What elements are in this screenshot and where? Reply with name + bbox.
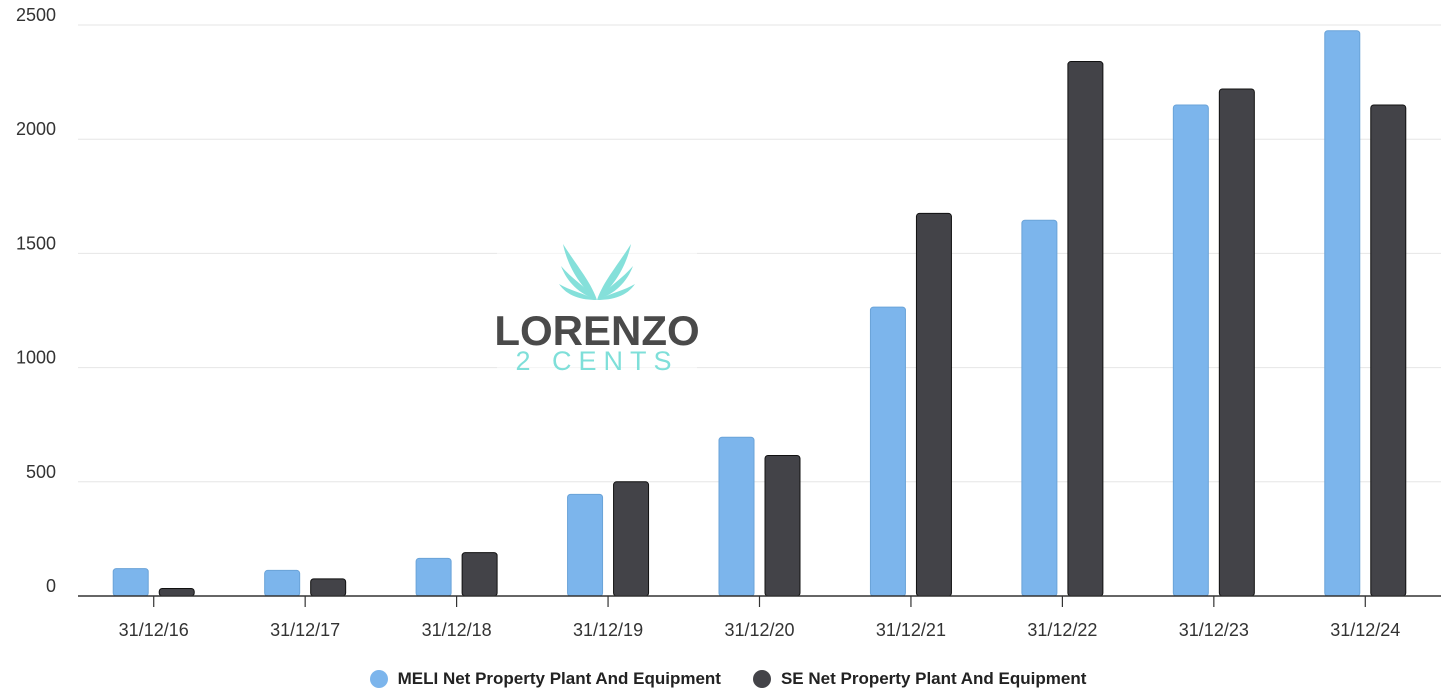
bar-meli-31-12-22[interactable] xyxy=(1021,219,1058,597)
bar-chart: 0 500 1000 1500 2000 2500 LORENZO 2 CENTS 31/… xyxy=(16,5,1441,640)
bar-meli-31-12-20[interactable] xyxy=(718,436,755,597)
legend-label-se: SE Net Property Plant And Equipment xyxy=(780,669,1087,688)
x-tick-label: 31/12/21 xyxy=(876,620,946,640)
x-tick-label: 31/12/19 xyxy=(573,620,643,640)
x-tick-label: 31/12/24 xyxy=(1330,620,1400,640)
bar-meli-31-12-17[interactable] xyxy=(264,569,301,597)
bar-meli-31-12-19[interactable] xyxy=(567,493,604,597)
y-tick-label: 2000 xyxy=(16,119,56,139)
x-axis: 31/12/16 31/12/17 31/12/18 31/12/19 31/12/20… xyxy=(119,596,1400,640)
y-tick-label: 1500 xyxy=(16,233,56,253)
legend-item-meli[interactable]: MELI Net Property Plant And Equipment xyxy=(369,669,721,689)
y-tick-label: 500 xyxy=(26,462,56,482)
bar-se-31-12-19[interactable] xyxy=(613,481,650,597)
bar-se-31-12-21[interactable] xyxy=(915,212,952,597)
bar-se-31-12-17[interactable] xyxy=(310,578,347,597)
bar-meli-31-12-24[interactable] xyxy=(1324,30,1361,597)
bar-se-31-12-20[interactable] xyxy=(764,455,801,597)
y-tick-label: 2500 xyxy=(16,5,56,25)
bar-meli-31-12-23[interactable] xyxy=(1172,104,1209,597)
legend: MELI Net Property Plant And Equipment SE… xyxy=(0,664,1456,694)
bar-se-31-12-22[interactable] xyxy=(1067,61,1104,597)
bar-se-31-12-18[interactable] xyxy=(461,552,498,597)
gridlines xyxy=(78,24,1441,483)
x-tick-label: 31/12/18 xyxy=(422,620,492,640)
legend-swatch-se xyxy=(752,670,771,688)
legend-label-meli: MELI Net Property Plant And Equipment xyxy=(397,669,721,688)
x-tick-label: 31/12/20 xyxy=(724,620,794,640)
legend-swatch-meli xyxy=(369,670,388,688)
y-tick-label: 0 xyxy=(46,576,56,596)
x-tick-label: 31/12/17 xyxy=(270,620,340,640)
bar-se-31-12-24[interactable] xyxy=(1370,104,1407,597)
y-tick-label: 1000 xyxy=(16,348,56,368)
x-tick-label: 31/12/22 xyxy=(1027,620,1097,640)
bar-meli-31-12-18[interactable] xyxy=(415,557,452,597)
watermark-line1: LORENZO xyxy=(494,307,699,354)
y-axis-labels: 0 500 1000 1500 2000 2500 xyxy=(16,5,56,596)
watermark: LORENZO 2 CENTS xyxy=(494,244,700,376)
bars xyxy=(112,30,1407,597)
watermark-line2: 2 CENTS xyxy=(515,346,678,376)
bar-se-31-12-16[interactable] xyxy=(158,587,195,597)
x-tick-label: 31/12/16 xyxy=(119,620,189,640)
watermark-backdrop xyxy=(497,246,697,376)
bar-meli-31-12-16[interactable] xyxy=(112,568,149,597)
wings-logo-icon xyxy=(559,244,635,300)
bar-meli-31-12-21[interactable] xyxy=(869,306,906,597)
bar-se-31-12-23[interactable] xyxy=(1218,88,1255,597)
legend-item-se[interactable]: SE Net Property Plant And Equipment xyxy=(752,669,1087,689)
x-tick-label: 31/12/23 xyxy=(1179,620,1249,640)
